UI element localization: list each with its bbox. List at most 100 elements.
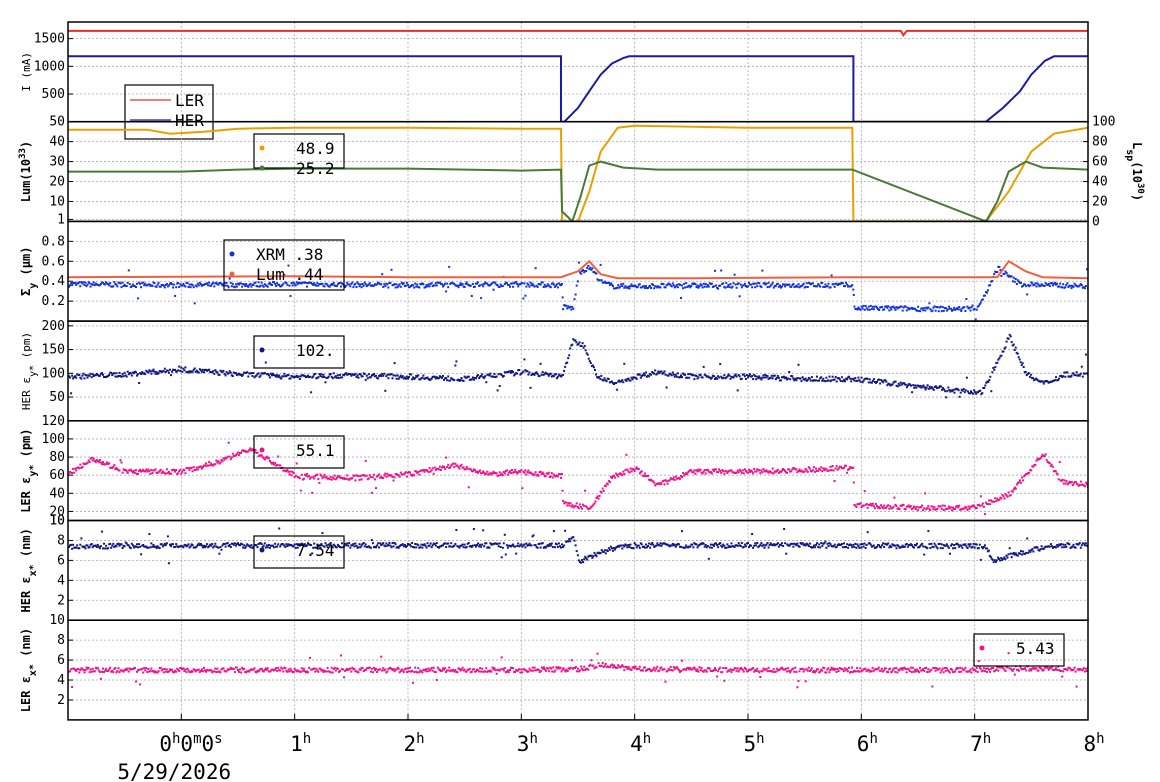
- data-point: [166, 369, 169, 372]
- data-point: [388, 667, 391, 670]
- data-point: [275, 667, 278, 670]
- data-point: [791, 375, 794, 378]
- data-point: [880, 379, 883, 381]
- data-point: [628, 287, 631, 290]
- data-point: [161, 470, 164, 473]
- data-point: [397, 474, 400, 477]
- data-point: [207, 464, 210, 467]
- data-point: [1026, 373, 1029, 375]
- data-point: [502, 375, 505, 377]
- data-point: [533, 285, 536, 288]
- data-point: [1008, 333, 1011, 336]
- data-point: [779, 284, 781, 287]
- data-point: [545, 372, 548, 375]
- data-point: [394, 374, 397, 377]
- data-point: [665, 386, 668, 389]
- data-point: [362, 542, 365, 544]
- data-point: [928, 507, 931, 510]
- data-point: [603, 664, 606, 667]
- data-point: [510, 371, 512, 374]
- data-point: [567, 357, 570, 360]
- data-point: [706, 468, 709, 471]
- data-point: [142, 468, 145, 471]
- data-point: [69, 544, 71, 547]
- data-point: [392, 479, 395, 482]
- data-point: [621, 664, 624, 667]
- data-point: [303, 543, 306, 546]
- data-point: [691, 471, 694, 474]
- data-point: [692, 374, 695, 377]
- data-point: [616, 286, 619, 289]
- data-point: [359, 475, 362, 477]
- data-point: [471, 470, 474, 473]
- data-point: [727, 546, 730, 549]
- data-point: [232, 371, 235, 374]
- data-point: [555, 543, 558, 546]
- data-point: [147, 468, 150, 471]
- data-point: [324, 381, 327, 384]
- data-point: [547, 374, 550, 377]
- data-point: [158, 470, 161, 473]
- data-point: [770, 471, 773, 474]
- data-point: [184, 543, 187, 546]
- data-point: [835, 380, 838, 383]
- data-point: [102, 461, 104, 464]
- data-point: [76, 282, 79, 285]
- data-point: [929, 387, 932, 390]
- data-point: [106, 547, 109, 550]
- data-point: [443, 542, 445, 545]
- data-point: [732, 471, 735, 474]
- data-point: [645, 285, 647, 288]
- data-point: [934, 544, 937, 547]
- data-point: [243, 544, 246, 547]
- data-point: [402, 282, 405, 285]
- data-point: [497, 474, 500, 477]
- data-point: [89, 457, 92, 460]
- data-point: [820, 466, 823, 469]
- data-point: [981, 392, 984, 395]
- data-point: [790, 542, 793, 545]
- data-point: [288, 284, 291, 287]
- data-point: [863, 490, 866, 493]
- data-point: [102, 281, 104, 284]
- data-point: [154, 545, 157, 548]
- data-point: [467, 375, 470, 378]
- data-point: [760, 286, 763, 289]
- data-point: [130, 470, 133, 473]
- data-point: [1065, 284, 1068, 286]
- data-point: [559, 473, 561, 476]
- data-point: [878, 544, 880, 547]
- data-point: [673, 375, 676, 378]
- data-point: [556, 475, 559, 478]
- data-point: [621, 285, 624, 287]
- data-point: [777, 472, 780, 474]
- data-point: [68, 285, 70, 288]
- data-point: [425, 284, 428, 286]
- data-point: [968, 545, 971, 548]
- data-point: [579, 561, 581, 564]
- data-point: [106, 461, 109, 464]
- data-point: [367, 477, 370, 480]
- data-point: [288, 670, 291, 673]
- data-point: [616, 473, 619, 476]
- data-point: [946, 545, 949, 548]
- data-point: [947, 386, 950, 389]
- data-point: [666, 482, 669, 485]
- data-point: [384, 668, 387, 671]
- data-point: [620, 473, 623, 476]
- data-point: [156, 545, 159, 548]
- data-point: [682, 472, 685, 474]
- data-point: [732, 282, 735, 285]
- data-point: [157, 281, 160, 284]
- data-point: [361, 666, 364, 669]
- data-point: [374, 669, 376, 672]
- data-point: [483, 545, 486, 548]
- data-point: [797, 469, 800, 472]
- data-point: [825, 376, 828, 379]
- data-point: [69, 284, 71, 287]
- data-point: [148, 533, 151, 535]
- data-point: [1064, 286, 1067, 289]
- data-point: [264, 667, 267, 670]
- data-point: [1047, 283, 1050, 285]
- data-point: [503, 667, 506, 670]
